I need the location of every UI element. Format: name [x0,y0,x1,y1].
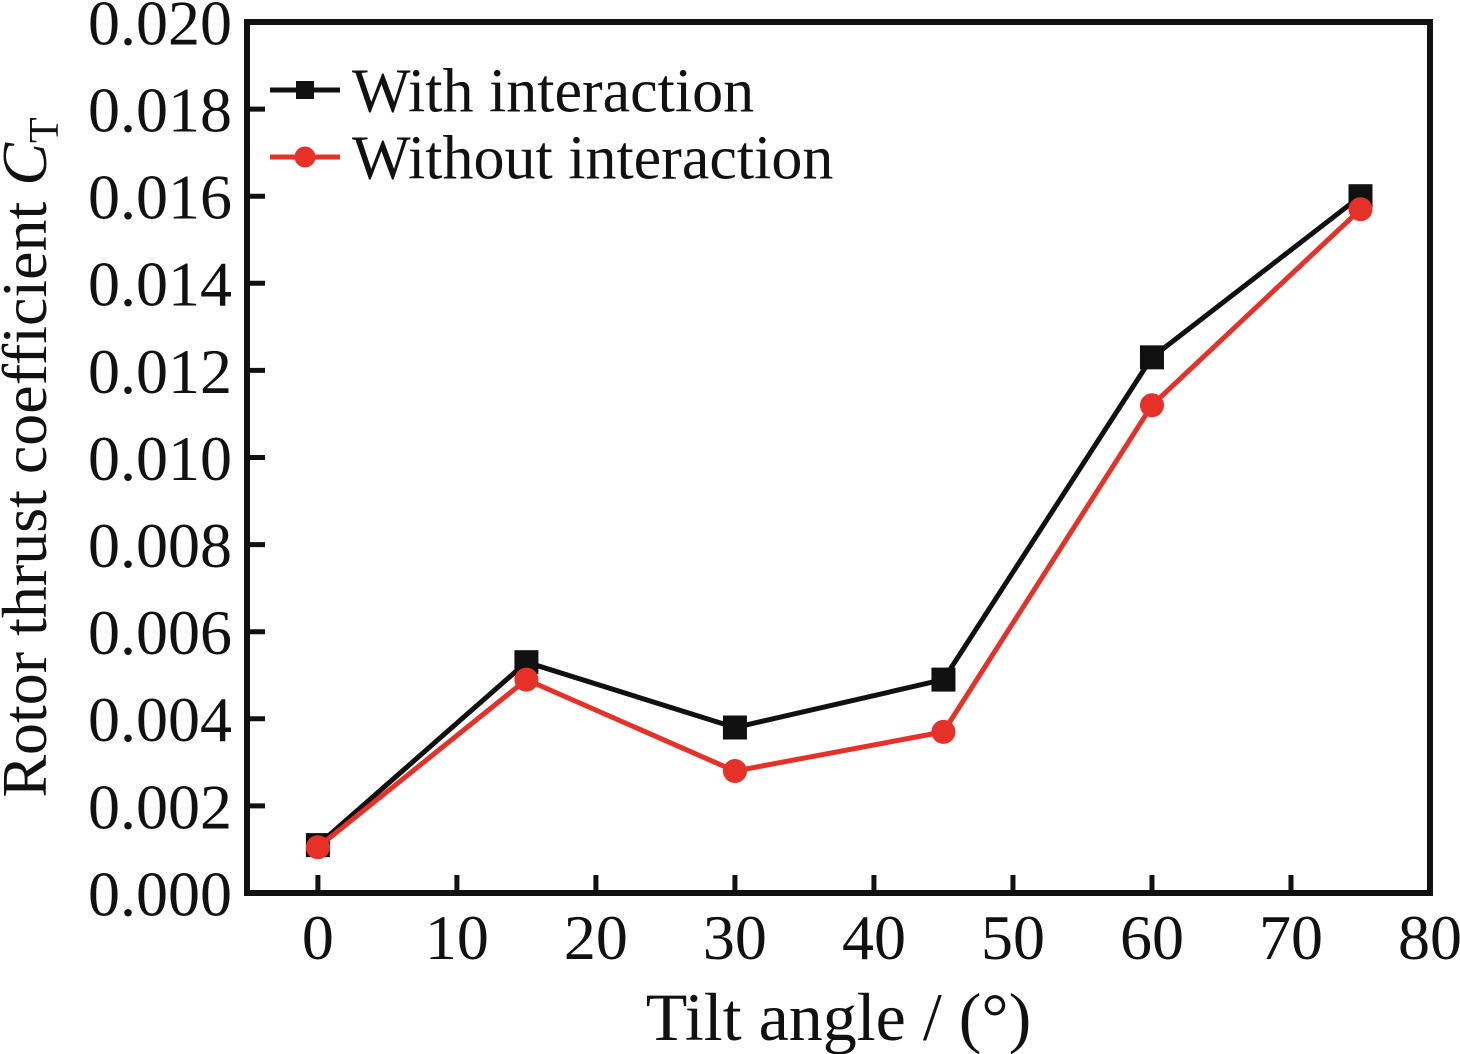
x-tick-label: 30 [703,902,767,973]
y-tick-label: 0.006 [88,597,232,668]
series-line-with-interaction [316,194,1363,847]
data-point-without-interaction [722,759,747,784]
data-point-without-interaction [1139,393,1164,418]
x-tick-label: 50 [981,902,1045,973]
x-tick-label: 10 [425,902,489,973]
legend-circle-marker-icon [294,146,316,168]
data-point-without-interaction [1348,197,1373,222]
y-tick-label: 0.012 [88,336,232,407]
y-tick-label: 0.002 [88,771,232,842]
x-tick-label: 60 [1120,902,1184,973]
data-point-with-interaction [1139,345,1164,370]
x-tick-label: 80 [1398,902,1460,973]
y-tick-label: 0.018 [88,75,232,146]
y-tick-label: 0.008 [88,510,232,581]
y-tick-label: 0.016 [88,162,232,233]
y-tick-label: 0.004 [88,684,232,755]
legend-label-without-interaction: Without interaction [352,125,833,193]
y-axis-title: Rotor thrust coefficient CT [0,117,68,797]
y-tick-label: 0.020 [88,0,232,58]
series-line-without-interaction [316,207,1363,850]
legend-square-marker-icon [296,81,314,99]
y-tick-label: 0.000 [88,858,232,929]
x-tick-label: 40 [842,902,906,973]
x-tick-label: 20 [564,902,628,973]
plot-frame [244,19,1433,896]
x-tick-label: 70 [1259,902,1323,973]
data-point-with-interaction [722,715,747,740]
data-point-without-interaction [514,667,539,692]
data-point-without-interaction [305,835,330,860]
x-axis-title: Tilt angle / (°) [646,979,1031,1054]
data-point-without-interaction [931,719,956,744]
y-tick-label: 0.014 [88,249,232,320]
legend-label-with-interaction: With interaction [352,58,754,126]
x-tick-label: 0 [302,902,334,973]
y-tick-label: 0.010 [88,423,232,494]
data-point-with-interaction [931,667,956,692]
